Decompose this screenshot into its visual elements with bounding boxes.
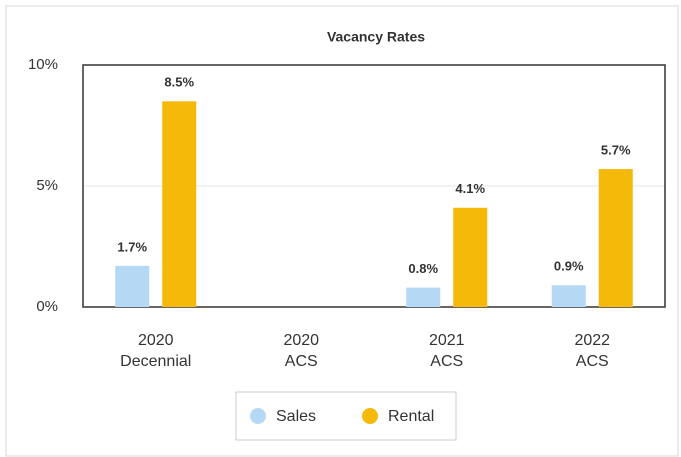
data-label: 4.1% (455, 181, 485, 196)
bar (406, 287, 441, 307)
x-tick-label: ACS (285, 353, 318, 370)
data-label: 1.7% (117, 239, 147, 254)
x-tick-label: ACS (430, 353, 463, 370)
legend-box (235, 391, 457, 441)
y-tick-label: 5% (36, 177, 58, 194)
frame (5, 5, 679, 457)
bar (551, 285, 586, 307)
bar (162, 101, 197, 307)
x-tick-label: ACS (576, 353, 609, 370)
bar (598, 169, 633, 307)
data-label: 0.8% (408, 261, 438, 276)
legend-swatch (362, 408, 378, 424)
legend-label: Rental (388, 408, 434, 425)
legend-swatch (250, 408, 266, 424)
x-tick-label: 2020 (138, 332, 174, 349)
bar (453, 207, 488, 307)
bar (115, 265, 150, 307)
chart-title: Vacancy Rates (327, 29, 425, 45)
x-tick-label: Decennial (120, 353, 191, 370)
x-tick-label: 2020 (283, 332, 319, 349)
x-tick-label: 2022 (574, 332, 610, 349)
data-label: 5.7% (601, 142, 631, 157)
y-tick-label: 10% (28, 56, 58, 73)
data-label: 0.9% (554, 259, 584, 274)
y-tick-label: 0% (36, 298, 58, 315)
data-label: 8.5% (164, 75, 194, 90)
x-tick-label: 2021 (429, 332, 465, 349)
legend-label: Sales (276, 408, 316, 425)
plot-border (82, 64, 666, 308)
